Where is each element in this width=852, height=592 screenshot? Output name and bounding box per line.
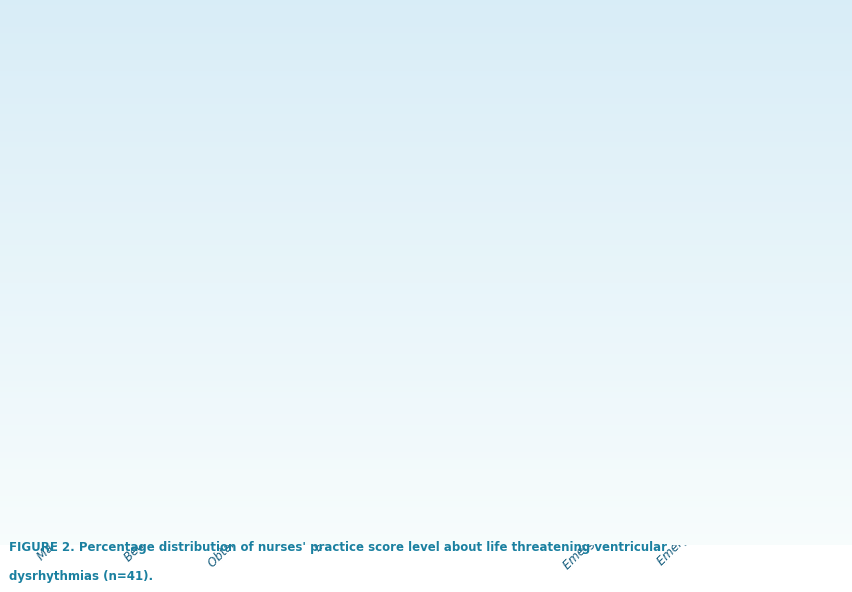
Text: 36.58: 36.58 (456, 316, 491, 326)
Text: Distribution of Practices Score Level: Distribution of Practices Score Level (171, 31, 715, 56)
Bar (309, 146, 337, 462)
Text: 92.7: 92.7 (666, 114, 694, 124)
Bar (727, 409, 755, 462)
Bar (459, 330, 487, 462)
Text: 85.36: 85.36 (752, 141, 787, 150)
Text: FIGURE 2. Percentage distribution of nurses' practice score level about life thr: FIGURE 2. Percentage distribution of nur… (9, 540, 665, 554)
Bar (370, 453, 399, 462)
Text: 24.39: 24.39 (188, 360, 223, 370)
Text: 100: 100 (579, 88, 602, 98)
Legend: satisfactory ≥80%, unsatisfactory <80%: satisfactory ≥80%, unsatisfactory <80% (615, 408, 811, 455)
Bar (220, 190, 249, 462)
Text: 11.9: 11.9 (281, 405, 308, 414)
Text: 7.3: 7.3 (642, 422, 662, 431)
Text: dysrhythmias (n=41).: dysrhythmias (n=41). (9, 570, 153, 583)
Bar (577, 102, 606, 462)
Bar (637, 436, 666, 462)
Bar (399, 110, 427, 462)
Bar (192, 374, 220, 462)
Text: 95.12: 95.12 (128, 105, 163, 115)
Bar (102, 444, 131, 462)
Text: 4.87: 4.87 (103, 430, 130, 440)
Text: 0: 0 (559, 448, 567, 458)
Text: 63.41: 63.41 (484, 220, 520, 230)
Text: 75.6: 75.6 (221, 176, 248, 186)
Text: 2.4: 2.4 (374, 439, 394, 449)
Text: 87.8: 87.8 (310, 132, 337, 142)
Bar (280, 419, 309, 462)
Text: 14.63: 14.63 (723, 395, 758, 405)
Bar (755, 155, 784, 462)
Bar (487, 234, 516, 462)
Text: 97.9: 97.9 (399, 95, 427, 105)
Bar (666, 128, 694, 462)
Bar (131, 120, 159, 462)
Text: Distribution of Practices Score Level: Distribution of Practices Score Level (171, 0, 715, 7)
